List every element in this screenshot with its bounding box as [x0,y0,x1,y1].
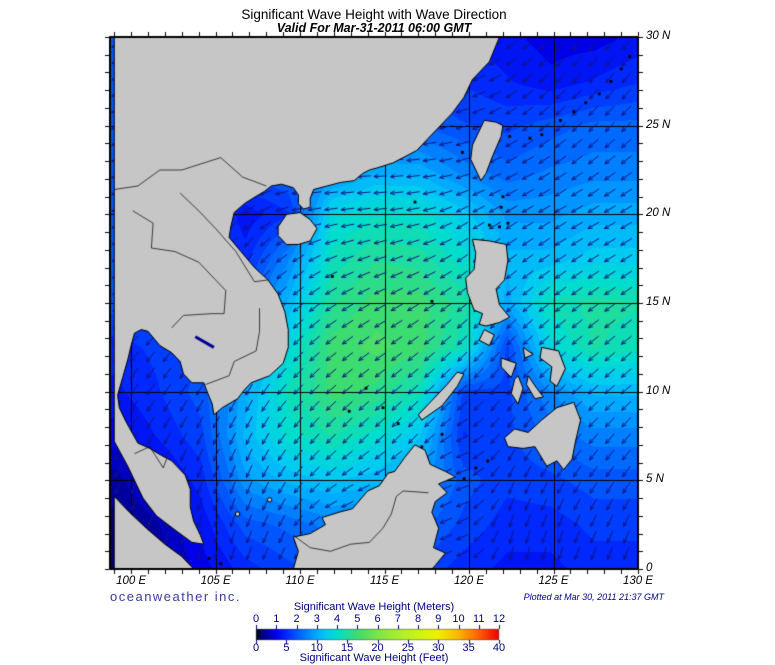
legend-meters-tick-label-1: 1 [273,613,280,625]
oceanweather-credit: oceanweather inc. [110,589,242,604]
legend-feet-tick-label-0: 0 [252,642,260,654]
plotted-timestamp: Plotted at Mar 30, 2011 21:37 GMT [523,592,664,602]
legend-meters-tick-label-2: 2 [293,613,300,625]
lat-axis-label-30: 30 N [646,30,671,42]
legend-meters-tick-label-4: 4 [333,613,341,625]
legend-feet-tick-label-15: 15 [341,642,354,654]
legend-meters-tick-label-9: 9 [435,613,442,625]
lat-axis-label-10: 10 N [646,384,671,397]
lon-axis-label-100: 100 E [116,575,147,587]
legend-feet-tick-label-30: 30 [432,642,445,654]
legend-meters-tick-label-8: 8 [414,613,422,625]
lon-axis-label-115: 115 E [369,575,400,587]
legend-feet-tick-label-35: 35 [462,642,475,654]
lat-axis-label-20: 20 N [646,207,671,220]
legend-feet-tick-label-20: 20 [371,642,384,654]
lat-axis-label-25: 25 N [646,118,671,131]
lon-axis-label-130: 130 E [622,575,654,587]
lon-axis-label-110: 110 E [285,575,315,587]
chart-title: Significant Wave Height with Wave Direct… [241,7,507,22]
legend-feet-tick-label-5: 5 [283,642,290,654]
lon-axis-label-125: 125 E [538,575,569,587]
chart-valid-time: Valid For Mar-31-2011 06:00 GMT [276,21,472,35]
lon-axis-label-105: 105 E [200,575,231,587]
lat-axis-label-5: 5 N [646,473,664,486]
legend-meters-tick-label-6: 6 [374,613,381,625]
legend-meters-tick-label-5: 5 [354,613,361,625]
lat-axis-label-0: 0 [646,562,653,574]
legend-meters-tick-label-10: 10 [452,613,465,625]
legend-feet-tick-label-10: 10 [310,642,323,654]
lat-axis-label-15: 15 N [646,296,671,308]
legend-meters-tick-label-3: 3 [313,613,320,625]
legend-meters-caption: Significant Wave Height (Meters) [293,601,455,613]
legend-feet-caption: Significant Wave Height (Feet) [299,652,449,664]
legend-meters-tick-label-0: 0 [252,613,260,625]
legend-feet-tick-label-40: 40 [492,642,506,654]
legend-meters-tick-label-12: 12 [492,613,506,625]
legend-meters-tick-label-11: 11 [473,613,485,625]
legend-feet-tick-label-25: 25 [401,642,414,654]
lon-axis-label-120: 120 E [454,575,485,587]
legend-meters-tick-label-7: 7 [394,613,401,625]
